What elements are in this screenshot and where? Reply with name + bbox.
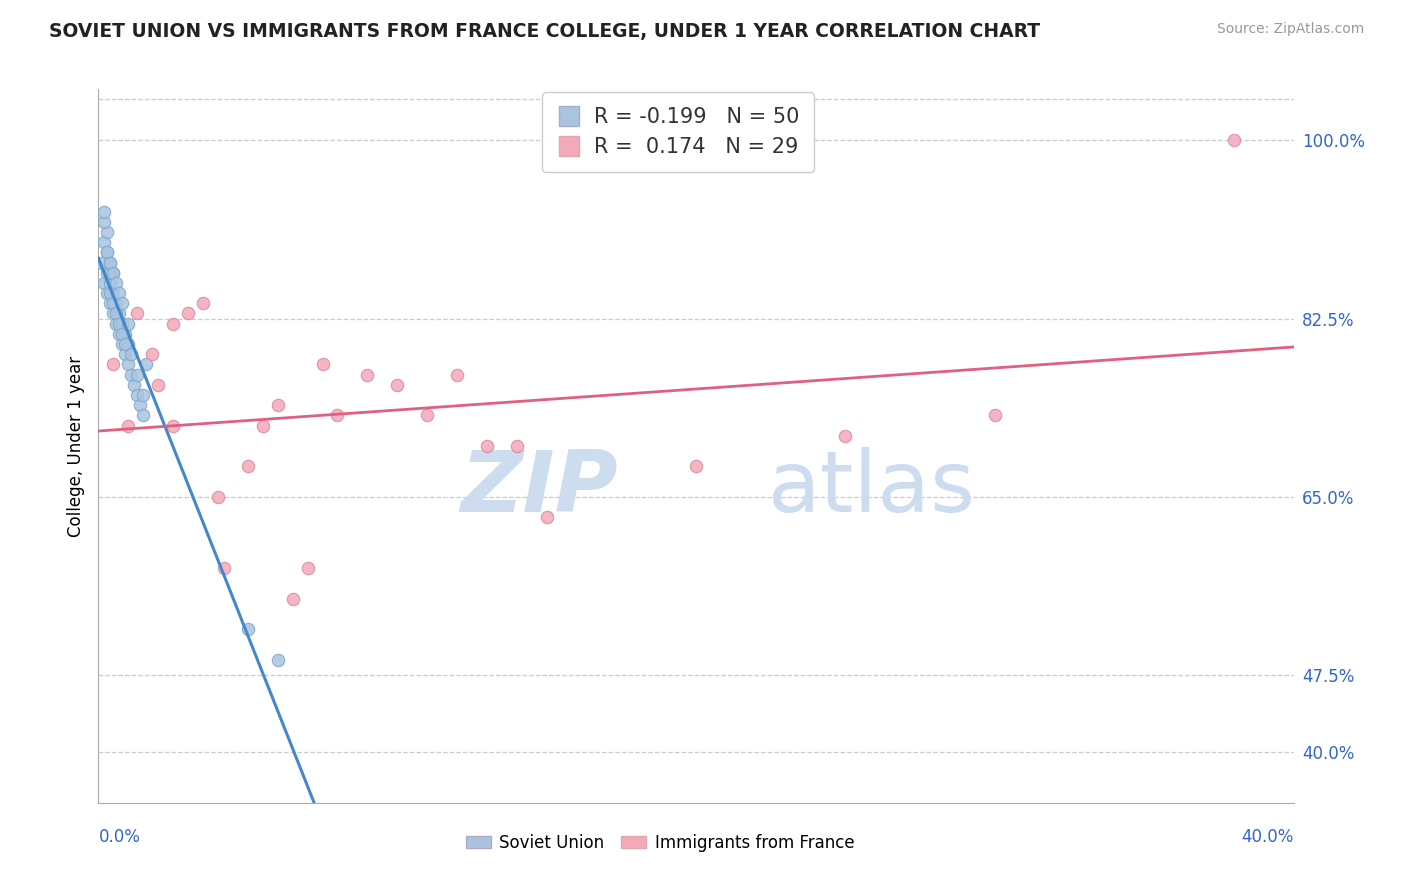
Point	[356, 368, 378, 382]
Point	[98, 286, 122, 301]
Point	[90, 255, 112, 269]
Point	[98, 266, 122, 280]
Point	[1223, 133, 1246, 147]
Point	[96, 245, 118, 260]
Point	[191, 296, 214, 310]
Point	[105, 296, 128, 310]
Point	[207, 490, 229, 504]
Text: 0.0%: 0.0%	[98, 828, 141, 846]
Point	[108, 286, 131, 301]
Point	[117, 317, 139, 331]
Point	[111, 296, 134, 310]
Point	[129, 398, 152, 412]
Point	[127, 368, 149, 382]
Point	[834, 429, 856, 443]
Point	[127, 306, 149, 320]
Point	[120, 347, 142, 361]
Point	[267, 398, 290, 412]
Point	[416, 409, 439, 423]
Point	[93, 204, 115, 219]
Point	[96, 225, 118, 239]
Text: 40.0%: 40.0%	[1241, 828, 1294, 846]
Point	[506, 439, 529, 453]
Point	[685, 459, 707, 474]
Point	[475, 439, 498, 453]
Point	[108, 326, 131, 341]
Point	[114, 326, 136, 341]
Point	[96, 245, 118, 260]
Point	[236, 459, 259, 474]
Point	[127, 388, 149, 402]
Point	[177, 306, 200, 320]
Point	[114, 347, 136, 361]
Point	[117, 337, 139, 351]
Point	[281, 591, 304, 606]
Point	[162, 317, 184, 331]
Point	[105, 306, 128, 320]
Point	[132, 388, 155, 402]
Point	[212, 561, 235, 575]
Point	[252, 418, 274, 433]
Point	[111, 337, 134, 351]
Point	[385, 377, 409, 392]
Text: ZIP: ZIP	[461, 447, 619, 531]
Point	[120, 368, 142, 382]
Point	[536, 510, 558, 524]
Point	[132, 409, 155, 423]
Point	[135, 358, 157, 372]
Point	[103, 266, 125, 280]
Point	[105, 276, 128, 290]
Point	[98, 255, 122, 269]
Point	[93, 215, 115, 229]
Point	[162, 418, 184, 433]
Point	[111, 326, 134, 341]
Point	[117, 418, 139, 433]
Y-axis label: College, Under 1 year: College, Under 1 year	[66, 355, 84, 537]
Point	[124, 377, 146, 392]
Text: SOVIET UNION VS IMMIGRANTS FROM FRANCE COLLEGE, UNDER 1 YEAR CORRELATION CHART: SOVIET UNION VS IMMIGRANTS FROM FRANCE C…	[49, 22, 1040, 41]
Point	[103, 286, 125, 301]
Point	[103, 358, 125, 372]
Point	[236, 623, 259, 637]
Point	[96, 266, 118, 280]
Point	[98, 296, 122, 310]
Point	[108, 306, 131, 320]
Point	[267, 653, 290, 667]
Point	[446, 368, 468, 382]
Point	[98, 276, 122, 290]
Point	[103, 306, 125, 320]
Point	[103, 266, 125, 280]
Point	[117, 358, 139, 372]
Point	[148, 377, 170, 392]
Point	[326, 409, 349, 423]
Point	[105, 317, 128, 331]
Point	[108, 317, 131, 331]
Text: Source: ZipAtlas.com: Source: ZipAtlas.com	[1216, 22, 1364, 37]
Point	[984, 409, 1007, 423]
Point	[103, 296, 125, 310]
Point	[141, 347, 163, 361]
Point	[98, 255, 122, 269]
Point	[297, 561, 319, 575]
Point	[93, 276, 115, 290]
Point	[96, 286, 118, 301]
Point	[93, 235, 115, 249]
Point	[114, 337, 136, 351]
Point	[111, 317, 134, 331]
Point	[311, 358, 333, 372]
Text: atlas: atlas	[768, 447, 976, 531]
Legend: Soviet Union, Immigrants from France: Soviet Union, Immigrants from France	[460, 828, 860, 859]
